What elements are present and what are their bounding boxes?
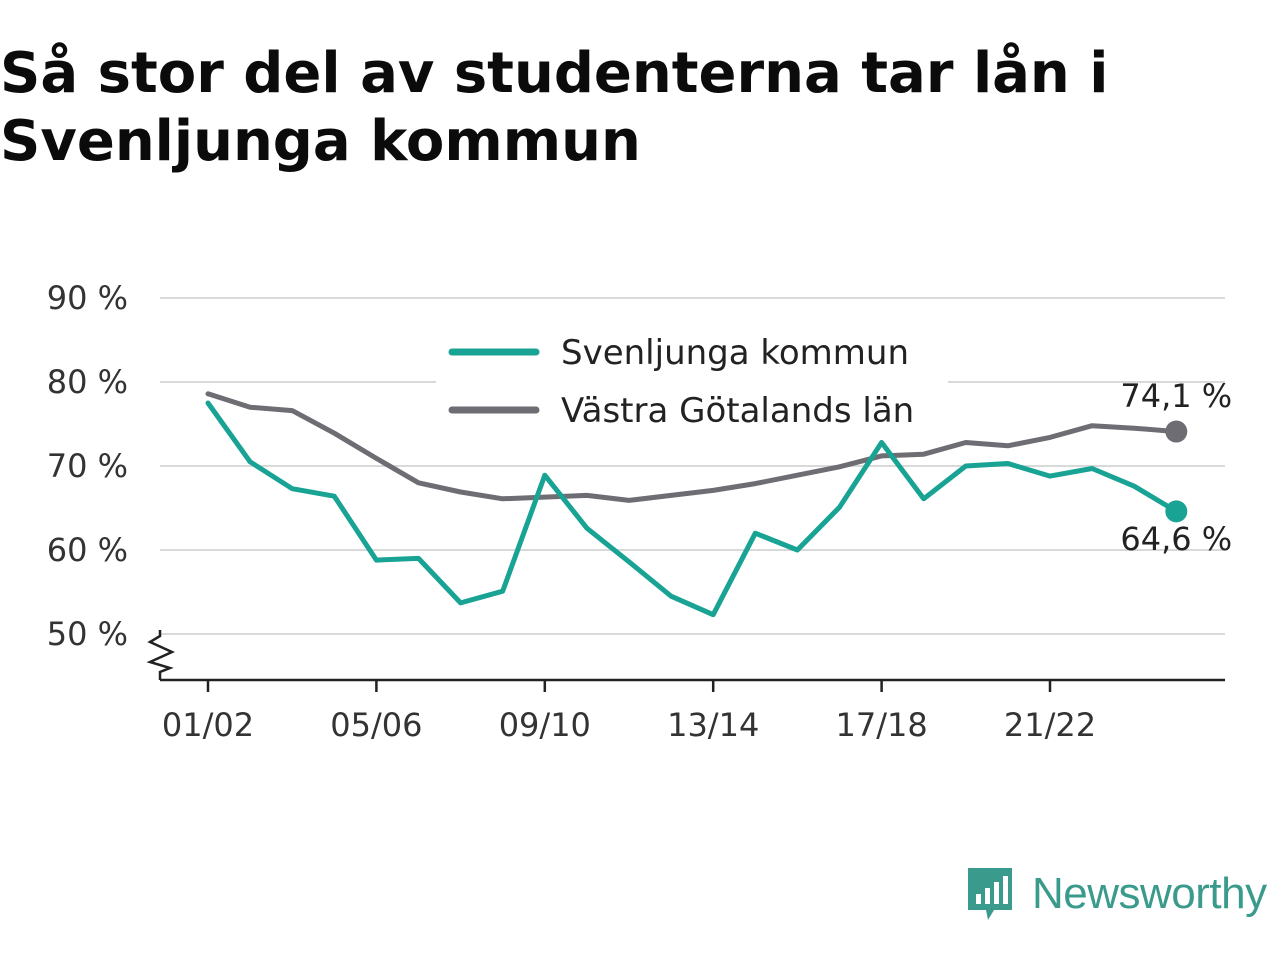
series-line-1 — [205, 391, 1179, 503]
legend-label: Svenljunga kommun — [561, 333, 909, 373]
axis-break-zigzag — [146, 630, 176, 680]
x-tick-label: 21/22 — [1004, 706, 1096, 744]
chart-title-line-1: Så stor del av studenterna tar lån i — [0, 41, 1109, 106]
legend-label: Västra Götalands län — [561, 391, 914, 431]
series-lines — [205, 391, 1188, 618]
axis-break-mark — [146, 630, 176, 680]
legend-background — [436, 326, 948, 440]
series-line-0 — [205, 400, 1179, 618]
x-axis: 01/02 05/06 09/10 13/14 17/18 21/22 — [160, 678, 1225, 744]
y-tick-labels: 50 % 60 % 70 % 80 % 90 % — [47, 279, 128, 653]
brand-name: Newsworthy — [1032, 869, 1267, 918]
y-tick-label: 90 % — [47, 279, 128, 317]
x-tick-label: 17/18 — [835, 706, 927, 744]
series-end-point-1 — [1165, 420, 1188, 443]
y-tick-label: 60 % — [47, 531, 128, 569]
end-value-label: 64,6 % — [1120, 520, 1232, 558]
end-labels: 64,6 % 74,1 % — [1120, 377, 1232, 558]
newsworthy-logo-icon — [968, 868, 1012, 920]
x-tick-label: 09/10 — [499, 706, 591, 744]
series-end-point-0 — [1165, 500, 1188, 523]
y-tick-label: 70 % — [47, 447, 128, 485]
y-tick-label: 80 % — [47, 363, 128, 401]
chart-title-line-2: Svenljunga kommun — [0, 109, 641, 174]
chart-title: Så stor del av studenterna tar lån i Sve… — [0, 40, 1240, 176]
newsworthy-brand: Newsworthy — [964, 864, 1267, 924]
legend: Svenljunga kommun Västra Götalands län — [436, 326, 948, 440]
x-tick-label: 05/06 — [330, 706, 422, 744]
y-tick-label: 50 % — [47, 615, 128, 653]
x-tick-label: 01/02 — [162, 706, 254, 744]
y-grid-lines — [160, 297, 1225, 635]
x-tick-label: 13/14 — [667, 706, 759, 744]
end-value-label: 74,1 % — [1120, 377, 1232, 415]
